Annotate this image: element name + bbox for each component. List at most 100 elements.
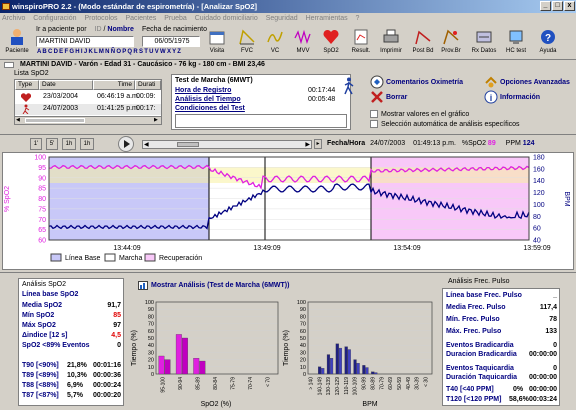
alphabet-index[interactable]: A B C D E F G H I J K L M N Ñ O P Q R S …: [37, 49, 181, 55]
birth-date-field[interactable]: 06/05/1975: [142, 36, 200, 47]
hist-y-tick: 30: [300, 350, 306, 356]
visita-button[interactable]: Visita: [203, 28, 231, 60]
menu-pacientes[interactable]: Pacientes: [125, 15, 157, 22]
fvc-icon: [239, 29, 255, 45]
mvv-button[interactable]: MVV: [289, 28, 317, 60]
menu-archivo[interactable]: Archivo: [2, 15, 26, 22]
x-axis-ticks: 13:44:09 13:49:09 13:54:09 13:59:09: [113, 245, 550, 252]
patient-name-field[interactable]: MARTINI DAVID: [36, 36, 134, 47]
condiciones-label[interactable]: Condiciones del Test: [175, 105, 245, 112]
play-button[interactable]: [118, 136, 134, 152]
hist-y-tick: 10: [300, 365, 306, 371]
menu-prueba[interactable]: Prueba: [164, 15, 187, 22]
walking-icon: [21, 104, 31, 118]
hist-bar: [365, 367, 369, 375]
check-seleccion-auto[interactable]: Selección automática de análisis específ…: [370, 120, 520, 128]
linea-base-spo2[interactable]: Línea base SpO2: [22, 291, 79, 298]
x-tick: 13:59:09: [523, 245, 550, 252]
hist-y-tick: 70: [148, 322, 154, 328]
test-title: Test de Marcha (6MWT): [175, 77, 253, 84]
comments-icon[interactable]: [370, 75, 384, 91]
zoom-all-button[interactable]: 1h: [80, 138, 94, 150]
menu-cuidado[interactable]: Cuidado domiciliario: [194, 15, 258, 22]
maximize-button[interactable]: □: [552, 1, 563, 11]
hist1-ylabel: Tiempo (%): [131, 330, 138, 366]
options-icon[interactable]: [484, 75, 498, 91]
spo2-list[interactable]: Type Date Time Durati 23/03/2004 06:46:1…: [14, 79, 162, 125]
fvc-button[interactable]: FVC: [233, 28, 261, 60]
postbd-button[interactable]: Post Bd: [409, 28, 437, 60]
checkbox[interactable]: [370, 120, 378, 128]
check-mostrar-valores[interactable]: Mostrar valores en el gráfico: [370, 110, 469, 118]
vc-button[interactable]: VC: [261, 28, 289, 60]
rxdatos-button[interactable]: Rx Datos: [469, 28, 499, 60]
chart-icon[interactable]: [138, 281, 148, 292]
hora-label[interactable]: Hora de Registro: [175, 87, 232, 94]
scroll-left-icon[interactable]: ◀: [144, 142, 149, 148]
informacion-link[interactable]: Información: [500, 94, 541, 101]
patient-icon: [11, 29, 23, 45]
scroll-right-icon[interactable]: ▶: [154, 117, 158, 123]
menu-herramientas[interactable]: Herramientas: [305, 15, 348, 22]
zoom-1h-button[interactable]: 1h: [62, 138, 76, 150]
menu-configuracion[interactable]: Configuración: [33, 15, 77, 22]
scroll-right-icon[interactable]: ▶: [305, 142, 310, 148]
col-type[interactable]: Type: [15, 80, 39, 90]
hist-x-tick: 50-59: [397, 377, 403, 390]
list-hscrollbar[interactable]: ◀ ▶: [15, 116, 161, 124]
scroll-left-icon[interactable]: ◀: [16, 117, 20, 123]
zoom-5min-button[interactable]: 5': [46, 138, 58, 150]
ayuda-button[interactable]: ? Ayuda: [534, 28, 562, 60]
paciente-button[interactable]: Paciente: [4, 28, 30, 60]
opciones-link[interactable]: Opciones Avanzadas: [500, 79, 570, 86]
hctest-button[interactable]: HC test: [501, 28, 531, 60]
checkbox[interactable]: [370, 110, 378, 118]
x-tick: 13:49:09: [253, 245, 280, 252]
imprimir-button[interactable]: Imprimir: [377, 28, 405, 60]
expand-button[interactable]: ▸: [314, 139, 322, 149]
mostrar-analisis-link[interactable]: Mostrar Análisis (Test de Marcha (6MWT)): [151, 282, 290, 289]
comentarios-link[interactable]: Comentarios Oximetría: [386, 79, 464, 86]
spo2-histogram[interactable]: Tiempo (%) SpO2 (%) 10090807060504030201…: [130, 296, 282, 408]
info-icon[interactable]: i: [484, 90, 498, 106]
t120-row: T120 [<120 PPM] 58,6% 00:03:24: [446, 396, 557, 403]
provbr-button[interactable]: Prov.Br: [437, 28, 465, 60]
menu-help[interactable]: ?: [355, 15, 360, 22]
result-button[interactable]: Result.: [347, 28, 375, 60]
spo2-button[interactable]: SpO2: [317, 28, 345, 60]
col-time[interactable]: Time: [93, 80, 135, 90]
col-duration[interactable]: Durati: [135, 80, 161, 90]
min-spo2-row: Mín SpO2 85: [22, 312, 121, 319]
y-right-tick: 140: [533, 178, 545, 185]
condiciones-text[interactable]: [175, 114, 347, 128]
analisis-label[interactable]: Análisis del Tiempo: [175, 96, 241, 103]
list-row[interactable]: 23/03/2004 06:46:19 a.m. 00:09:: [15, 92, 161, 103]
scroll-thumb[interactable]: [25, 118, 85, 123]
zoom-1min-button[interactable]: 1': [30, 138, 42, 150]
vc-icon: [267, 31, 283, 43]
list-row[interactable]: 24/07/2003 01:41:25 p.m. 00:17:: [15, 104, 161, 115]
post-bd-icon: [415, 30, 431, 45]
goto-by-name[interactable]: Nombre: [107, 26, 134, 33]
visit-icon: [209, 31, 225, 45]
linea-base-pulso-row[interactable]: Línea base Frec. Pulso _: [446, 292, 557, 299]
minimize-button[interactable]: _: [540, 1, 551, 11]
mvv-icon: [294, 29, 311, 45]
hist-y-tick: 70: [300, 322, 306, 328]
hist-x-tick: 70-79: [379, 377, 385, 390]
col-date[interactable]: Date: [39, 80, 93, 90]
menu-protocolos[interactable]: Protocolos: [84, 15, 118, 22]
delete-icon[interactable]: [370, 90, 384, 106]
scroll-thumb[interactable]: [177, 142, 199, 147]
t87-row: T87 [<87%] 5,7% 00:00:20: [22, 392, 121, 399]
borrar-link[interactable]: Borrar: [386, 94, 408, 101]
hist-bar: [329, 358, 334, 375]
goto-by-id[interactable]: ID: [94, 26, 102, 33]
close-button[interactable]: x: [564, 1, 575, 11]
app-icon: [2, 3, 10, 10]
hora-value: 00:17:44: [308, 87, 336, 94]
time-scrollbar[interactable]: ◀ ▶: [142, 140, 312, 149]
main-chart[interactable]: 100 95 90 85 80 75 70 65 60 180 160 140 120 100 80 60 4…: [3, 153, 573, 269]
menu-seguridad[interactable]: Seguridad: [265, 15, 298, 22]
